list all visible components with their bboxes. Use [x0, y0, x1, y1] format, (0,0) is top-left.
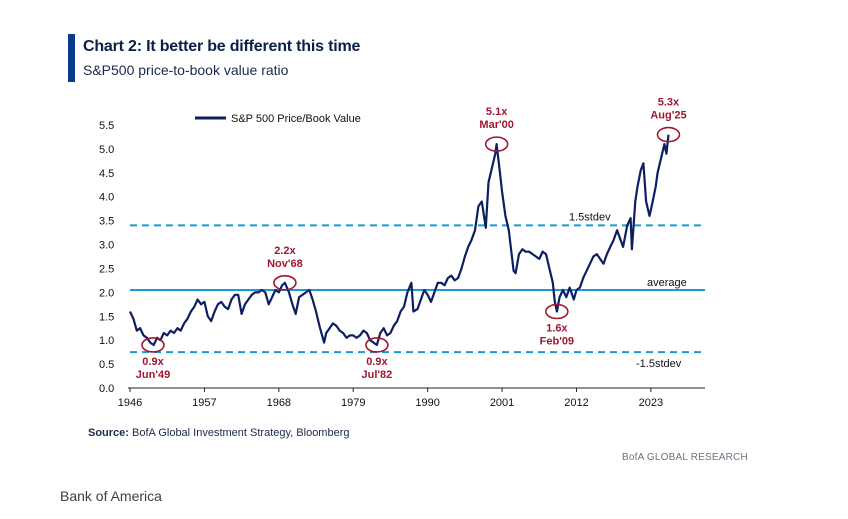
chart-title: Chart 2: It better be different this tim…: [83, 38, 361, 55]
annotation-date: Aug'25: [650, 110, 686, 122]
reference-line-label: average: [647, 277, 687, 289]
x-axis: 1946 1957 1968 1979 1990 2001 2012 2023: [118, 387, 705, 409]
annotation-date: Jul'82: [362, 369, 393, 381]
series-line: [129, 134, 670, 347]
annotation-date: Jun'49: [136, 369, 170, 381]
x-tick-label: 1990: [415, 397, 439, 409]
annotation-value: 5.1x: [486, 106, 508, 118]
annotation-marker: [484, 136, 509, 152]
reference-line-label: -1.5stdev: [636, 358, 682, 370]
annotation-date: Feb'09: [540, 335, 574, 347]
x-tick-label: 1957: [192, 397, 216, 409]
annotation-value: 0.9x: [366, 356, 388, 368]
series-group: [129, 134, 670, 347]
brand-name: Bank of America: [60, 488, 162, 504]
annotation-marker: [141, 337, 165, 353]
y-axis: 0.0 0.5 1.0 1.5 2.0 2.5 3.0 3.5 4.0 4.5 5.0 5.5: [99, 120, 114, 395]
legend: S&P 500 Price/Book Value: [195, 113, 361, 125]
x-tick-label: 1946: [118, 397, 142, 409]
y-tick-label: 2.0: [99, 287, 114, 299]
x-tick-label: 2012: [564, 397, 588, 409]
y-tick-label: 5.5: [99, 120, 114, 132]
research-tag: BofA GLOBAL RESEARCH: [622, 452, 748, 463]
y-tick-label: 2.5: [99, 263, 114, 275]
annotation-marker: [365, 337, 389, 353]
annotation-marker: [273, 274, 297, 291]
annotations: 0.9xJun'492.2xNov'680.9xJul'825.1xMar'00…: [136, 97, 687, 381]
annotation-date: Mar'00: [479, 119, 513, 131]
y-tick-label: 4.5: [99, 168, 114, 180]
title-accent-bar: [68, 34, 75, 82]
source-text: BofA Global Investment Strategy, Bloombe…: [128, 427, 350, 439]
annotation-value: 1.6x: [546, 322, 568, 334]
annotation-marker: [545, 303, 569, 320]
annotation-marker: [656, 126, 681, 143]
y-tick-label: 3.5: [99, 216, 114, 228]
y-tick-label: 0.5: [99, 359, 114, 371]
x-tick-label: 1968: [267, 397, 291, 409]
annotation-value: 0.9x: [142, 356, 164, 368]
y-tick-label: 3.0: [99, 240, 114, 252]
y-tick-label: 4.0: [99, 192, 114, 204]
x-tick-label: 2023: [639, 397, 663, 409]
source-label: Source:: [88, 427, 129, 439]
reference-lines: 1.5stdev average -1.5stdev: [130, 211, 705, 370]
annotation-value: 5.3x: [658, 97, 680, 109]
x-tick-label: 2001: [490, 397, 514, 409]
x-tick-label: 1979: [341, 397, 365, 409]
legend-label: S&P 500 Price/Book Value: [231, 113, 361, 125]
reference-line-label: 1.5stdev: [569, 211, 611, 223]
y-tick-label: 5.0: [99, 144, 114, 156]
annotation-value: 2.2x: [274, 245, 296, 257]
y-tick-label: 1.0: [99, 335, 114, 347]
annotation-date: Nov'68: [267, 258, 303, 270]
source-note: Source: BofA Global Investment Strategy,…: [88, 427, 350, 439]
y-tick-label: 1.5: [99, 311, 114, 323]
chart-subtitle: S&P500 price-to-book value ratio: [83, 62, 289, 78]
y-tick-label: 0.0: [99, 383, 114, 395]
